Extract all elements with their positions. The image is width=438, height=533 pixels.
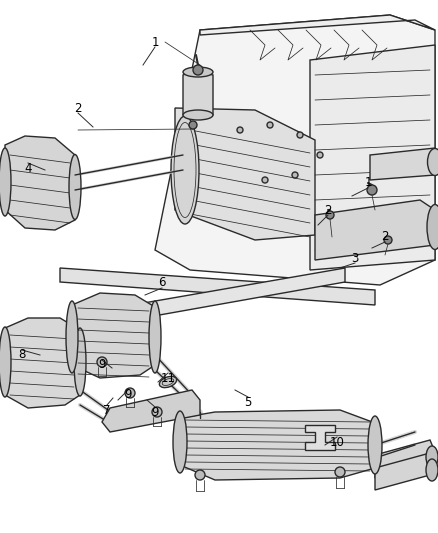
Text: 1: 1 [151,36,159,49]
Text: 9: 9 [151,406,159,418]
Polygon shape [310,45,435,270]
Text: 10: 10 [329,435,344,448]
Ellipse shape [74,328,86,396]
Circle shape [292,172,298,178]
Ellipse shape [173,411,187,473]
Polygon shape [60,268,375,305]
Circle shape [97,357,107,367]
Circle shape [297,132,303,138]
Circle shape [195,470,205,480]
Ellipse shape [427,205,438,249]
Polygon shape [375,440,435,478]
Ellipse shape [0,148,11,216]
Text: 3: 3 [351,252,359,264]
Circle shape [367,185,377,195]
Ellipse shape [183,110,213,120]
Ellipse shape [0,327,11,397]
Circle shape [262,177,268,183]
Polygon shape [102,390,200,432]
Ellipse shape [159,376,177,387]
Circle shape [384,236,392,244]
Circle shape [152,407,162,417]
Polygon shape [370,148,435,180]
Ellipse shape [426,446,438,468]
Polygon shape [315,200,435,260]
Ellipse shape [368,416,382,474]
Ellipse shape [149,301,161,373]
Text: 4: 4 [24,161,32,174]
Polygon shape [155,15,435,285]
Text: 11: 11 [160,372,176,384]
Ellipse shape [171,116,199,224]
Circle shape [267,122,273,128]
Polygon shape [375,453,435,490]
Text: 9: 9 [124,389,132,401]
Polygon shape [72,293,155,378]
Text: 2: 2 [381,230,389,244]
Text: 2: 2 [324,204,332,216]
Ellipse shape [66,301,78,373]
Text: 9: 9 [98,359,106,372]
Text: 1: 1 [364,176,372,190]
Text: 8: 8 [18,349,26,361]
Polygon shape [180,410,375,480]
Circle shape [326,211,334,219]
Polygon shape [5,318,80,408]
Polygon shape [5,136,75,230]
Text: 7: 7 [103,403,111,416]
Polygon shape [305,425,335,450]
Ellipse shape [69,155,81,220]
Ellipse shape [183,67,213,77]
Circle shape [193,65,203,75]
Polygon shape [200,15,435,35]
Text: 2: 2 [74,101,82,115]
Polygon shape [92,268,345,327]
Polygon shape [175,108,315,240]
Polygon shape [183,70,213,115]
Text: 6: 6 [158,277,166,289]
Circle shape [237,127,243,133]
Circle shape [189,121,197,129]
Circle shape [335,467,345,477]
Ellipse shape [426,459,438,481]
Text: 5: 5 [244,395,252,408]
Circle shape [317,152,323,158]
Circle shape [125,388,135,398]
Ellipse shape [427,149,438,175]
